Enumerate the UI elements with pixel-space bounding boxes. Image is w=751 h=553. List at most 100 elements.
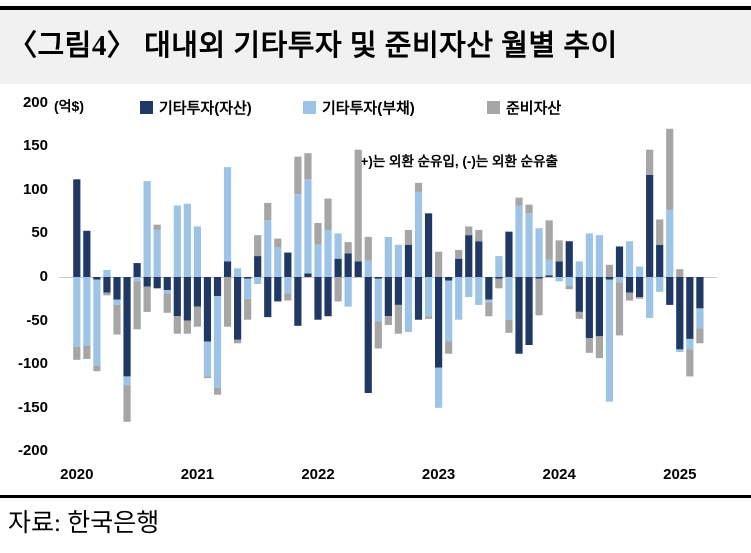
bar-segment-2024-06-s0 <box>605 277 614 280</box>
bar-segment-2023-11-s1 <box>535 228 543 277</box>
legend-label-reserves: 준비자산 <box>506 99 562 117</box>
bar-segment-2021-10-s2 <box>284 293 292 301</box>
bar-segment-2021-09-s1 <box>274 247 282 277</box>
bar-segment-2023-01-s2 <box>435 251 443 277</box>
x-year-label: 2022 <box>301 466 335 483</box>
bar-segment-2020-01-s0 <box>73 179 81 277</box>
bar-segment-2021-10-s1 <box>284 277 292 294</box>
bar-segment-2025-02-s1 <box>686 338 694 350</box>
bar-segment-2020-02-s2 <box>83 345 91 359</box>
bar-segment-2023-06-s2 <box>485 302 493 317</box>
bar-segment-2021-11-s0 <box>294 277 302 326</box>
bar-segment-2024-01-s2 <box>555 240 563 262</box>
bar-segment-2022-02-s1 <box>324 229 332 277</box>
legend-swatch-liabilities <box>303 100 316 114</box>
bar-segment-2024-01-s1 <box>555 277 563 282</box>
bar-segment-2022-07-s2 <box>374 321 382 349</box>
bar-segment-2024-05-s0 <box>595 277 603 337</box>
bar-segment-2023-05-s0 <box>475 241 483 277</box>
bar-segment-2023-08-s0 <box>505 231 513 277</box>
legend-swatch-reserves <box>487 100 500 114</box>
bar-segment-2021-01-s1 <box>193 226 201 277</box>
bar-segment-2024-10-s1 <box>646 277 654 318</box>
bar-segment-2020-05-s1 <box>113 299 121 305</box>
bar-segment-2020-09-s2 <box>153 224 161 230</box>
bar-segment-2025-01-s0 <box>676 277 684 350</box>
bar-segment-2023-12-s2 <box>545 220 553 260</box>
bar-segment-2023-10-s0 <box>525 277 533 346</box>
bar-segment-2020-04-s0 <box>103 277 111 293</box>
bar-segment-2023-08-s2 <box>505 319 513 333</box>
bar-segment-2024-06-s1 <box>605 279 614 402</box>
bar-segment-2020-06-s2 <box>123 385 131 422</box>
bar-segment-2025-01-s2 <box>676 269 684 277</box>
bar-segment-2020-01-s2 <box>73 346 81 360</box>
bar-segment-2023-08-s1 <box>505 277 513 320</box>
bar-segment-2024-12-s1 <box>666 209 674 277</box>
bar-segment-2022-04-s1 <box>344 277 352 307</box>
bar-segment-2023-10-s1 <box>525 213 533 277</box>
top-rule <box>0 6 751 10</box>
bar-segment-2023-03-s1 <box>455 277 463 320</box>
bar-segment-2022-08-s0 <box>384 277 392 317</box>
bar-segment-2023-02-s2 <box>445 341 453 354</box>
bar-segment-2024-10-s2 <box>646 149 654 175</box>
y-tick-label: 150 <box>22 137 48 155</box>
bar-segment-2021-01-s2 <box>193 306 201 327</box>
bar-segment-2020-08-s1 <box>143 181 151 277</box>
bar-segment-2020-02-s1 <box>83 277 91 346</box>
footer-rule <box>0 495 751 498</box>
bar-segment-2023-09-s0 <box>515 277 523 354</box>
bar-segment-2023-05-s1 <box>475 277 483 305</box>
bar-segment-2020-10-s2 <box>163 293 171 313</box>
bar-segment-2022-11-s2 <box>414 182 423 192</box>
bar-segment-2022-10-s0 <box>404 244 413 277</box>
bar-segment-2022-05-s2 <box>354 149 362 262</box>
legend-item-assets: 기타투자(자산) <box>140 98 252 117</box>
bar-segment-2021-12-s0 <box>304 273 312 277</box>
bar-segment-2021-05-s2 <box>234 339 242 344</box>
bar-segment-2024-09-s2 <box>636 297 644 299</box>
bar-segment-2024-03-s0 <box>575 277 583 312</box>
source-note: 자료: 한국은행 <box>8 510 160 537</box>
bar-segment-2022-01-s0 <box>314 277 322 320</box>
bar-segment-2020-02-s0 <box>83 230 91 277</box>
bar-segment-2024-08-s2 <box>625 292 634 301</box>
bar-segment-2025-03-s0 <box>696 277 704 309</box>
title-band <box>0 10 751 84</box>
bar-segment-2020-06-s0 <box>123 277 131 377</box>
bar-segment-2020-03-s1 <box>93 279 101 366</box>
bar-segment-2022-03-s1 <box>334 233 342 259</box>
chart-annotation: (+)는 외환 순유입, (-)는 외환 순유출 <box>356 154 558 169</box>
bar-segment-2020-03-s2 <box>93 365 101 372</box>
bar-segment-2023-03-s0 <box>455 258 463 277</box>
bar-segment-2022-03-s2 <box>334 277 342 302</box>
bar-segment-2022-04-s0 <box>344 253 352 277</box>
bar-segment-2020-11-s1 <box>173 205 181 277</box>
legend-swatch-assets <box>140 100 153 114</box>
y-tick-label: -50 <box>26 311 48 329</box>
bar-segment-2023-04-s0 <box>465 235 473 277</box>
bar-segment-2021-07-s0 <box>254 256 262 277</box>
bar-segment-2024-04-s0 <box>585 277 593 339</box>
x-year-label: 2021 <box>180 466 215 483</box>
bar-segment-2023-06-s0 <box>485 277 493 300</box>
bar-segment-2025-03-s1 <box>696 308 704 329</box>
bar-segment-2022-08-s2 <box>384 316 392 325</box>
bar-segment-2023-09-s1 <box>515 205 523 277</box>
y-tick-label: 100 <box>22 180 48 198</box>
bar-segment-2023-01-s1 <box>435 367 443 408</box>
bar-segment-2020-07-s1 <box>133 277 141 282</box>
bar-segment-2022-12-s2 <box>424 316 433 319</box>
bar-segment-2021-10-s0 <box>284 252 292 277</box>
figure-title: 〈그림4〉 대내외 기타투자 및 준비자산 월별 추이 <box>8 30 618 62</box>
bar-segment-2022-04-s2 <box>344 242 352 254</box>
bar-segment-2022-06-s2 <box>364 236 372 261</box>
bar-segment-2020-11-s2 <box>173 316 181 334</box>
bar-segment-2022-09-s2 <box>394 304 402 334</box>
bar-segment-2020-04-s1 <box>103 270 111 277</box>
bar-segment-2020-03-s0 <box>93 277 101 280</box>
bar-segment-2024-09-s0 <box>636 277 644 298</box>
